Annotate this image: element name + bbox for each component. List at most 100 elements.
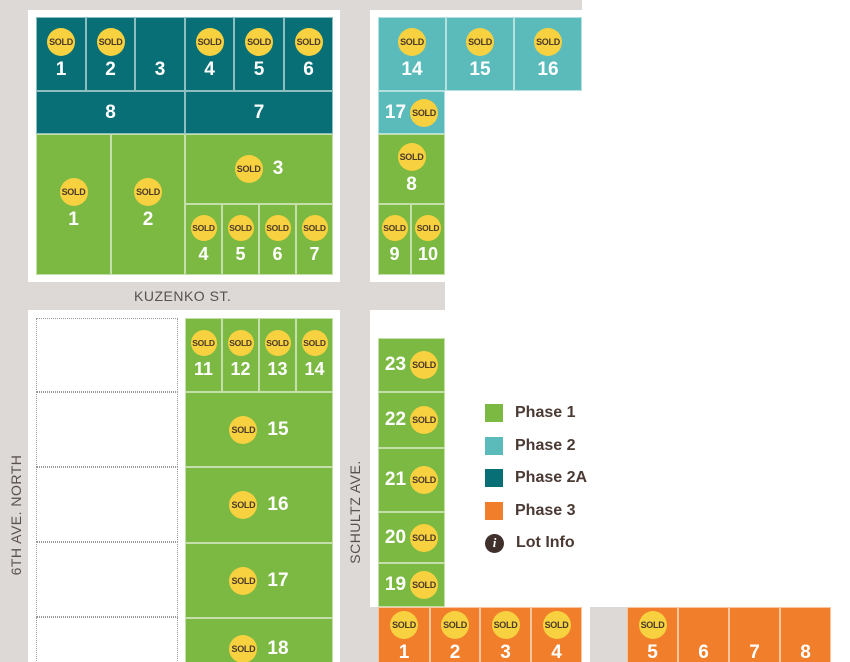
lot-number: 7 [309, 243, 320, 264]
sold-badge: SOLD [415, 214, 441, 241]
sold-badge: SOLD [466, 27, 494, 56]
lot[interactable]: 17 SOLD [378, 91, 445, 134]
lot[interactable]: 22 SOLD [378, 392, 445, 448]
lot[interactable]: SOLD 4 [185, 204, 222, 275]
sold-badge: SOLD [491, 610, 520, 639]
lot[interactable]: SOLD 4 [185, 17, 234, 91]
sold-badge: SOLD [59, 178, 88, 206]
legend-item[interactable]: i Lot Info [485, 527, 587, 560]
lot[interactable]: SOLD 16 [185, 467, 333, 543]
lot-number: 1 [68, 209, 79, 230]
lot[interactable]: SOLD 13 [259, 318, 296, 392]
lot-number: 6 [303, 58, 314, 80]
lot[interactable]: 19 SOLD [378, 563, 445, 607]
lot[interactable]: SOLD 16 [514, 17, 582, 91]
legend-label: Phase 2 [515, 436, 576, 454]
lot[interactable]: SOLD 5 [234, 17, 284, 91]
lot[interactable]: SOLD 2 [86, 17, 135, 91]
sold-badge: SOLD [410, 98, 439, 127]
lot[interactable]: 21 SOLD [378, 448, 445, 512]
lot-number: 15 [469, 58, 491, 80]
lot[interactable]: SOLD 1 [36, 134, 111, 275]
lot-number: 7 [253, 101, 265, 123]
lot[interactable]: SOLD 2 [111, 134, 185, 275]
sold-badge: SOLD [397, 142, 426, 171]
lot[interactable]: SOLD 5 [627, 607, 678, 662]
empty-lot [36, 392, 178, 467]
sold-badge: SOLD [229, 566, 258, 595]
lot-number: 1 [398, 641, 410, 662]
lot[interactable]: SOLD 14 [378, 17, 446, 91]
lot-number: 8 [406, 173, 417, 195]
lot-number: 4 [204, 58, 215, 80]
lot[interactable]: SOLD 15 [185, 392, 333, 467]
legend-item: Phase 1 [485, 397, 587, 430]
lot[interactable]: 8 [36, 91, 185, 134]
lot[interactable]: SOLD 5 [222, 204, 259, 275]
lot-number: 3 [500, 641, 511, 662]
lot[interactable]: SOLD 15 [446, 17, 514, 91]
sold-badge: SOLD [229, 415, 258, 444]
sold-badge: SOLD [195, 27, 224, 56]
legend-item: Phase 2 [485, 430, 587, 463]
block [445, 282, 582, 607]
legend-label: Lot Info [516, 534, 575, 552]
lot[interactable]: SOLD 14 [296, 318, 333, 392]
sold-badge: SOLD [245, 27, 273, 56]
lot-number: 7 [749, 641, 760, 662]
lot[interactable]: SOLD 9 [378, 204, 411, 275]
lot[interactable]: SOLD 4 [531, 607, 582, 662]
sold-badge: SOLD [301, 214, 328, 241]
lot[interactable]: SOLD 1 [36, 17, 86, 91]
sold-badge: SOLD [229, 635, 258, 662]
lot[interactable]: 20 SOLD [378, 512, 445, 563]
lot-number: 15 [267, 418, 289, 440]
lot-number: 2 [449, 641, 461, 662]
lot[interactable]: SOLD 10 [411, 204, 445, 275]
lot[interactable]: 7 [185, 91, 333, 134]
lot[interactable]: SOLD 12 [222, 318, 259, 392]
street [590, 607, 627, 662]
lot-number: 5 [647, 641, 658, 662]
sold-badge: SOLD [410, 351, 439, 379]
lot[interactable]: SOLD 18 [185, 618, 333, 662]
street-label: SCHULTZ AVE. [347, 460, 363, 564]
lot-number: 18 [267, 638, 289, 659]
sold-badge: SOLD [190, 214, 217, 241]
lot[interactable]: SOLD 11 [185, 318, 222, 392]
legend-swatch [485, 404, 503, 423]
lot[interactable]: SOLD 17 [185, 543, 333, 618]
sold-badge: SOLD [410, 571, 439, 599]
lot-number: 14 [304, 359, 325, 379]
lot[interactable]: SOLD 2 [430, 607, 480, 662]
lot[interactable]: 23 SOLD [378, 338, 445, 392]
lot-number: 21 [384, 469, 407, 490]
empty-lot [36, 542, 178, 617]
street-label: 6TH AVE. NORTH [8, 454, 24, 576]
lot-number: 17 [267, 569, 289, 591]
legend-label: Phase 2A [515, 469, 588, 487]
sold-badge: SOLD [96, 27, 125, 56]
sold-badge: SOLD [227, 330, 254, 356]
sold-badge: SOLD [410, 406, 439, 434]
lot-number: 11 [193, 359, 214, 379]
legend-label: Phase 3 [515, 501, 576, 519]
sold-badge: SOLD [229, 491, 258, 519]
legend-swatch [485, 469, 503, 488]
sold-badge: SOLD [47, 27, 75, 56]
lot[interactable]: SOLD 1 [378, 607, 430, 662]
empty-lot [36, 467, 178, 542]
lot-number: 14 [401, 58, 423, 80]
lot-number: 17 [384, 101, 407, 123]
legend-item: Phase 3 [485, 495, 587, 528]
